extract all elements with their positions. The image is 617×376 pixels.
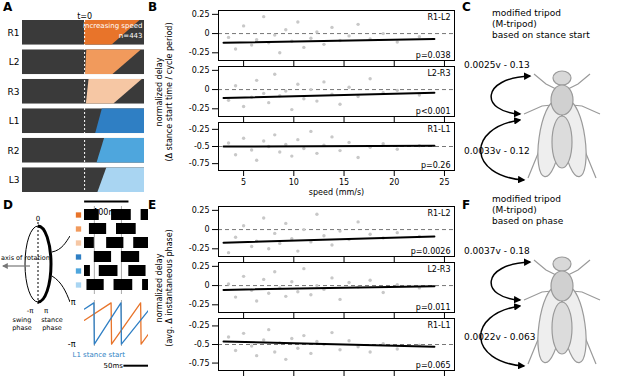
svg-text:increasing speed: increasing speed [83, 22, 142, 30]
svg-text:R1-L2: R1-L2 [427, 13, 450, 22]
svg-text:modified tripod: modified tripod [492, 194, 561, 204]
svg-text:L1 stance start: L1 stance start [73, 351, 126, 359]
svg-text:-0.25: -0.25 [189, 104, 210, 113]
svg-text:L2: L2 [9, 57, 20, 67]
svg-text:20: 20 [389, 178, 399, 187]
svg-text:50ms: 50ms [104, 362, 124, 370]
svg-text:phase: phase [12, 324, 32, 332]
svg-text:-π: -π [27, 307, 35, 315]
svg-text:0.0025v - 0.13: 0.0025v - 0.13 [464, 60, 530, 70]
svg-text:0.0037v - 0.18: 0.0037v - 0.18 [464, 246, 530, 256]
svg-text:L2-R3: L2-R3 [427, 265, 450, 274]
html-text:C: C [462, 0, 471, 14]
svg-text:(M-tripod): (M-tripod) [492, 205, 537, 215]
svg-text:(Δ stance start time / cycle p: (Δ stance start time / cycle period) [165, 22, 174, 161]
svg-text:axis of rotation: axis of rotation [1, 254, 50, 262]
svg-text:based on phase: based on phase [492, 216, 564, 226]
html-text:B: B [148, 0, 158, 14]
svg-text:0.0033v - 0.12: 0.0033v - 0.12 [464, 146, 530, 156]
svg-text:-0.5: -0.5 [194, 340, 210, 349]
svg-text:p=0.038: p=0.038 [416, 51, 451, 60]
html-text:F: F [462, 198, 471, 212]
svg-text:-π: -π [68, 340, 76, 349]
svg-text:n=443: n=443 [119, 32, 143, 40]
svg-text:-0.25: -0.25 [189, 125, 210, 134]
svg-text:L2-R3: L2-R3 [427, 69, 450, 78]
svg-text:π: π [44, 307, 49, 315]
html-text:A: A [3, 0, 13, 14]
svg-text:0.25: 0.25 [192, 10, 210, 19]
svg-text:p=0.011: p=0.011 [416, 303, 451, 312]
svg-text:25: 25 [439, 178, 449, 187]
svg-text:R1-L1: R1-L1 [427, 125, 450, 134]
svg-text:p=0.26: p=0.26 [421, 161, 451, 170]
svg-text:R1-L1: R1-L1 [427, 321, 450, 330]
svg-text:L1: L1 [9, 116, 20, 126]
svg-text:modified tripod: modified tripod [492, 8, 561, 18]
svg-text:R1-L2: R1-L2 [427, 209, 450, 218]
svg-text:-0.75: -0.75 [189, 159, 210, 168]
svg-text:0: 0 [204, 281, 209, 290]
svg-text:R1: R1 [8, 28, 20, 38]
svg-text:0.25: 0.25 [192, 66, 210, 75]
html-text:D: D [3, 198, 13, 212]
svg-text:0.25: 0.25 [192, 262, 210, 271]
svg-text:0: 0 [204, 85, 209, 94]
svg-text:15: 15 [339, 178, 349, 187]
svg-text:0: 0 [36, 215, 40, 223]
svg-text:π: π [71, 298, 76, 307]
svg-text:0: 0 [204, 29, 209, 38]
svg-text:swing: swing [13, 316, 32, 324]
svg-text:normalized delay: normalized delay [155, 57, 164, 126]
svg-text:R3: R3 [8, 87, 20, 97]
svg-text:0.25: 0.25 [192, 206, 210, 215]
svg-text:-0.25: -0.25 [189, 244, 210, 253]
svg-text:10: 10 [289, 178, 299, 187]
svg-text:stance: stance [41, 316, 63, 324]
svg-text:phase: phase [42, 324, 62, 332]
svg-text:-0.5: -0.5 [194, 142, 210, 151]
svg-text:p=0.0026: p=0.0026 [411, 247, 451, 256]
svg-text:0: 0 [204, 225, 209, 234]
svg-text:t=0: t=0 [77, 12, 92, 21]
svg-text:0.0022v - 0.063: 0.0022v - 0.063 [464, 332, 536, 342]
svg-text:p<0.001: p<0.001 [416, 107, 451, 116]
svg-text:-0.75: -0.75 [189, 359, 210, 368]
svg-text:-0.25: -0.25 [189, 300, 210, 309]
svg-text:-0.25: -0.25 [189, 321, 210, 330]
svg-text:-0.25: -0.25 [189, 48, 210, 57]
html-text:E: E [148, 198, 157, 212]
svg-text:normalized delay: normalized delay [155, 253, 164, 322]
svg-text:R2: R2 [8, 146, 20, 156]
svg-text:speed (mm/s): speed (mm/s) [309, 188, 364, 197]
svg-text:L3: L3 [9, 175, 20, 185]
svg-text:5: 5 [241, 178, 246, 187]
svg-text:(avg. Δ instantaneous phase): (avg. Δ instantaneous phase) [165, 229, 174, 346]
svg-text:(M-tripod): (M-tripod) [492, 19, 537, 29]
svg-text:based on stance start: based on stance start [492, 30, 590, 40]
svg-text:p=0.065: p=0.065 [416, 361, 451, 370]
